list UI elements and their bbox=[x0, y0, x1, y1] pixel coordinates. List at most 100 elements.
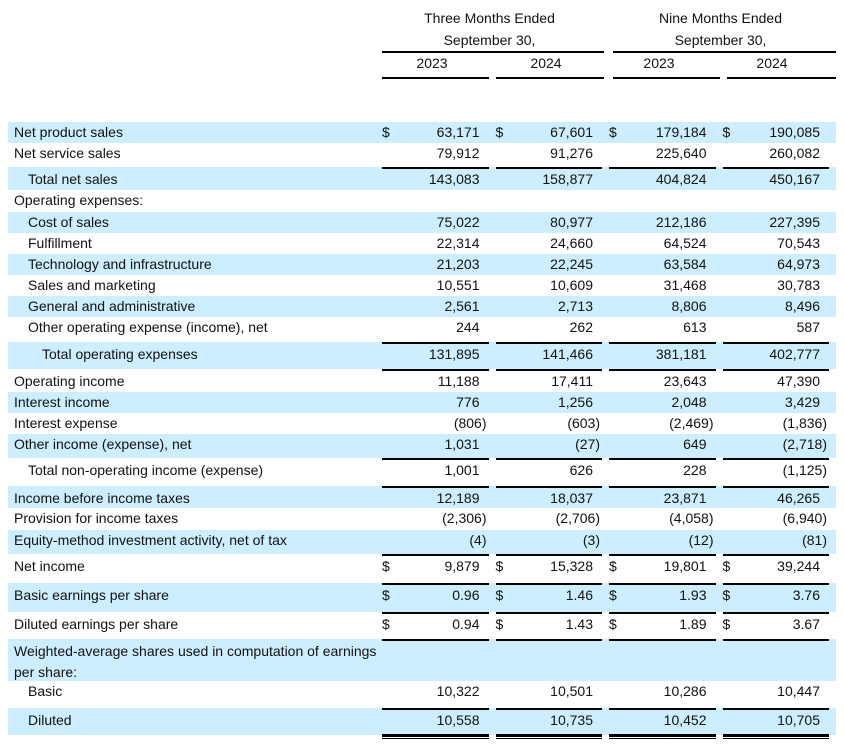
three-months-label: Three Months Ended bbox=[424, 10, 555, 26]
value: 776 bbox=[456, 394, 480, 410]
value: 2,713 bbox=[557, 298, 593, 314]
value: 23,643 bbox=[663, 373, 707, 389]
value: 8,496 bbox=[784, 298, 820, 314]
double-underline bbox=[382, 736, 489, 739]
table-row: Cost of sales 75,022 80,977 212,186 227,395 bbox=[8, 212, 836, 233]
year-header: 2024 bbox=[756, 55, 788, 71]
value: 24,660 bbox=[550, 235, 593, 251]
value: (2,306) bbox=[442, 510, 487, 526]
value-cell: 143,083 bbox=[382, 167, 496, 190]
value-cell: $15,328 bbox=[495, 554, 610, 583]
currency-symbol: $ bbox=[722, 616, 731, 632]
value-cell: 79,912 bbox=[382, 143, 496, 167]
value-cell: 70,543 bbox=[723, 233, 837, 254]
table-row: Technology and infrastructure 21,203 22,24… bbox=[8, 254, 836, 275]
value: 11,188 bbox=[437, 373, 480, 389]
value-cell: 64,973 bbox=[723, 254, 837, 275]
currency-symbol: $ bbox=[495, 558, 504, 574]
currency-symbol: $ bbox=[495, 587, 504, 603]
currency-symbol: $ bbox=[722, 124, 731, 140]
value: 3.76 bbox=[792, 587, 820, 603]
value-cell: 2,713 bbox=[496, 296, 610, 317]
currency-symbol: $ bbox=[382, 616, 390, 632]
value-cell bbox=[382, 190, 496, 212]
value-cell: 158,877 bbox=[495, 167, 610, 190]
value: 3.67 bbox=[792, 616, 820, 632]
value: (2,469) bbox=[669, 415, 714, 431]
value-cell: 10,447 bbox=[723, 681, 837, 708]
value: 10,447 bbox=[777, 683, 820, 699]
value-cell: 227,395 bbox=[723, 212, 837, 233]
value-cell: 21,203 bbox=[382, 254, 496, 275]
currency-symbol: $ bbox=[609, 587, 617, 603]
value-cell: 75,022 bbox=[382, 212, 496, 233]
currency-symbol: $ bbox=[495, 616, 504, 632]
row-label: Basic earnings per share bbox=[14, 587, 169, 603]
value: 2,048 bbox=[671, 394, 707, 410]
row-label: Equity-method investment activity, net o… bbox=[14, 532, 287, 548]
value-cell: 30,783 bbox=[723, 275, 837, 296]
currency-symbol: $ bbox=[382, 124, 390, 140]
table-row: Interest income 776 1,256 2,048 3,429 bbox=[8, 392, 836, 413]
value-cell: $19,801 bbox=[609, 554, 723, 583]
value-cell: 24,660 bbox=[496, 233, 610, 254]
value: (81) bbox=[802, 532, 827, 548]
value-cell: 47,390 bbox=[722, 369, 837, 392]
value: (4) bbox=[469, 532, 487, 548]
value-cell bbox=[723, 190, 837, 212]
value: 0.94 bbox=[452, 616, 480, 632]
table-row: Other operating expense (income), net 244… bbox=[8, 317, 836, 342]
value: 0.96 bbox=[452, 587, 480, 603]
row-label: Net income bbox=[14, 558, 85, 574]
table-row: Total operating expenses 131,895 141,466 38… bbox=[8, 342, 836, 369]
value: 10,609 bbox=[550, 277, 593, 293]
value: 75,022 bbox=[436, 214, 480, 230]
row-label: Basic bbox=[28, 683, 63, 699]
value-cell: (603) bbox=[496, 413, 610, 434]
value: (603) bbox=[567, 415, 600, 431]
value-cell: $1.93 bbox=[609, 583, 723, 612]
table-row: Diluted 10,558 10,735 10,452 10,705 bbox=[8, 708, 836, 739]
year-divider bbox=[613, 77, 720, 79]
value-cell: $3.67 bbox=[722, 612, 837, 639]
row-label: Other income (expense), net bbox=[14, 436, 192, 452]
value: 15,328 bbox=[550, 558, 593, 574]
row-label: Weighted-average shares used in computat… bbox=[14, 643, 377, 680]
value-cell: 23,643 bbox=[609, 369, 723, 392]
value: 141,466 bbox=[542, 346, 593, 362]
row-label: Net service sales bbox=[14, 145, 121, 161]
value-cell: 450,167 bbox=[722, 167, 837, 190]
table-row: Equity-method investment activity, net o… bbox=[8, 530, 836, 554]
value-cell: 141,466 bbox=[495, 342, 610, 369]
value: 8,806 bbox=[671, 298, 707, 314]
value: 17,411 bbox=[551, 373, 593, 389]
row-label: Provision for income taxes bbox=[14, 510, 179, 526]
value: (2,718) bbox=[782, 436, 827, 452]
row-label: Other operating expense (income), net bbox=[28, 319, 268, 335]
value: 262 bbox=[569, 319, 593, 335]
value: 64,973 bbox=[777, 256, 820, 272]
value-cell: 587 bbox=[723, 317, 837, 342]
value: 402,777 bbox=[769, 346, 820, 362]
row-label: Interest income bbox=[14, 394, 110, 410]
value: 22,245 bbox=[550, 256, 593, 272]
value: 1.43 bbox=[565, 616, 593, 632]
value-cell: 46,265 bbox=[722, 486, 837, 508]
table-row: Basic earnings per share $0.96 $1.46 $1.93 $… bbox=[8, 583, 836, 612]
value-cell: $39,244 bbox=[722, 554, 837, 583]
value-cell: 402,777 bbox=[722, 342, 837, 369]
value-cell: (806) bbox=[382, 413, 496, 434]
value: 1,031 bbox=[444, 436, 480, 452]
value: 9,879 bbox=[444, 558, 480, 574]
table-row: Fulfillment 22,314 24,660 64,524 70,543 bbox=[8, 233, 836, 254]
row-label: Total net sales bbox=[28, 171, 118, 187]
currency-symbol: $ bbox=[722, 587, 731, 603]
value: 1,001 bbox=[444, 462, 480, 478]
value: 1,256 bbox=[557, 394, 593, 410]
value-cell: 64,524 bbox=[609, 233, 723, 254]
value-cell: (6,940) bbox=[723, 508, 837, 530]
double-underline bbox=[722, 736, 829, 739]
header-divider bbox=[613, 51, 836, 53]
currency-symbol: $ bbox=[495, 124, 504, 140]
value-cell: 3,429 bbox=[723, 392, 837, 413]
